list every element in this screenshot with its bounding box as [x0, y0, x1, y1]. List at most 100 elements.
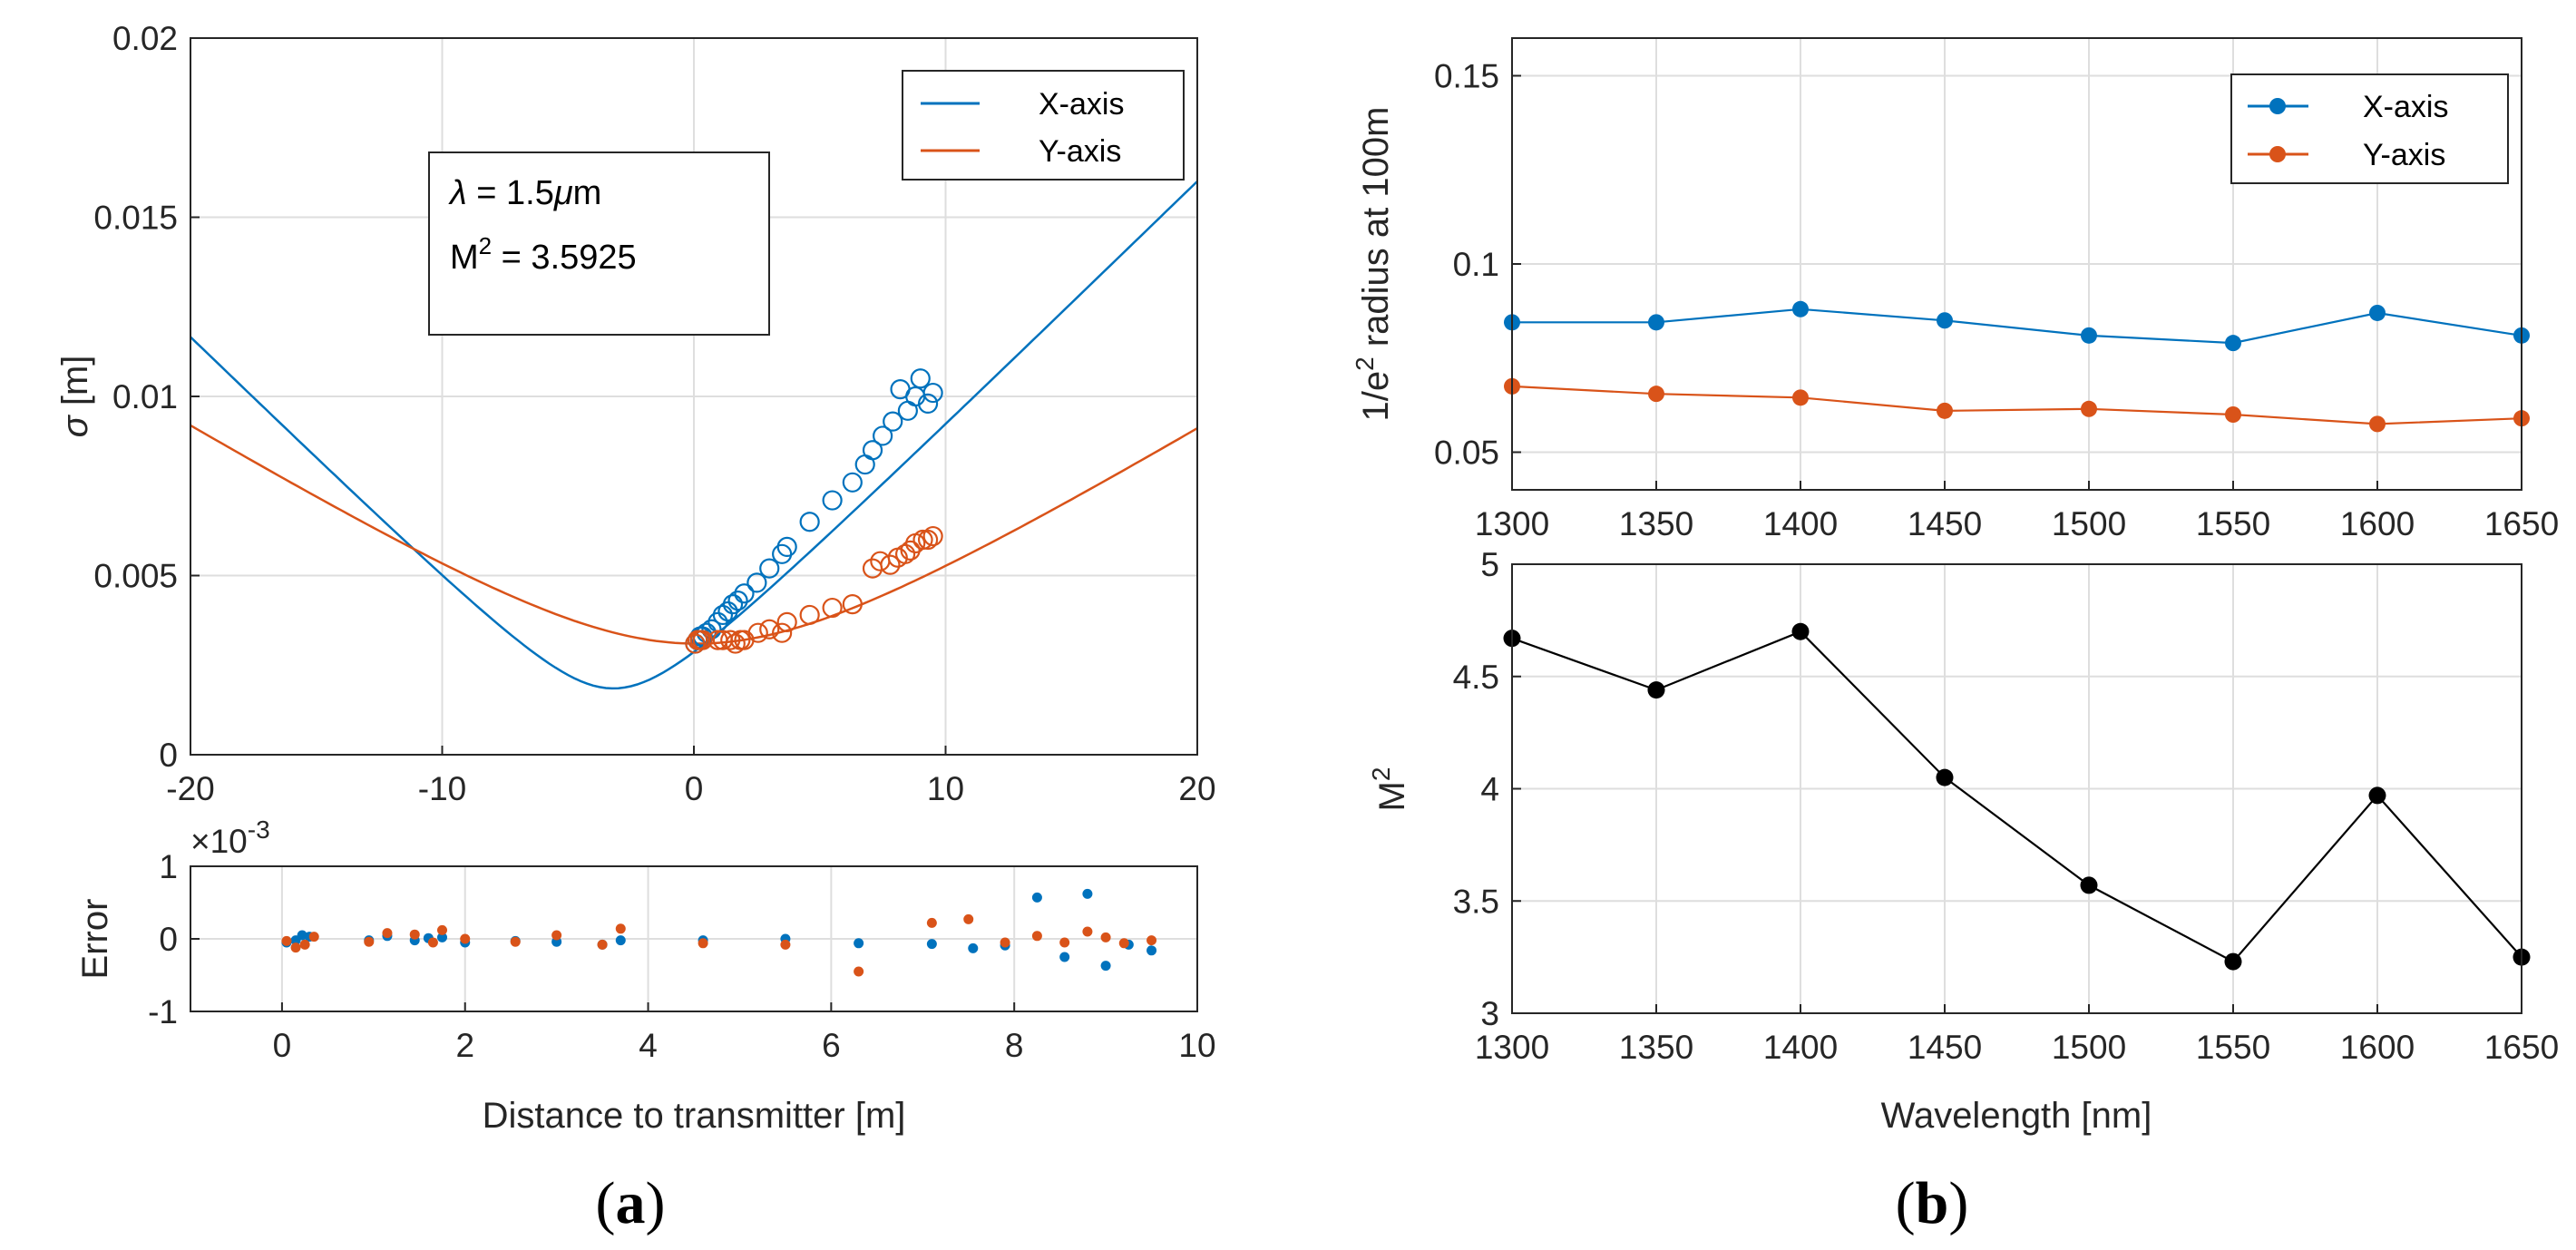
caption-a-close: )	[646, 1170, 666, 1236]
caption-a-open: (	[596, 1170, 616, 1236]
caption-b-open: (	[1896, 1170, 1916, 1236]
measured-point-y-axis	[720, 630, 741, 650]
measured-point-x-axis	[712, 604, 734, 626]
measured-point-x-axis	[883, 411, 903, 432]
x-tick-label: 1550	[2196, 505, 2270, 542]
measured-point-x-axis	[917, 393, 939, 414]
series-marker-y-axis	[2081, 400, 2097, 417]
axis-scale-factor: ×10-3	[190, 815, 270, 860]
error-point-y-axis	[290, 942, 301, 953]
measured-point-y-axis	[822, 597, 843, 619]
y-axis-label-unit: [m]	[55, 356, 95, 406]
x-tick-label: 10	[927, 770, 964, 807]
y-tick-label: 0.005	[93, 558, 178, 595]
series-marker-y-axis	[1648, 386, 1664, 403]
x-tick-label: 1650	[2484, 1029, 2559, 1066]
x-tick-label: 1350	[1619, 505, 1693, 542]
series-marker-m2	[2224, 952, 2242, 971]
measured-point-x-axis	[922, 382, 943, 404]
measured-point-x-axis	[910, 368, 931, 389]
measured-point-x-axis	[854, 454, 875, 475]
grid	[1511, 563, 2522, 1014]
measured-point-x-axis	[822, 490, 843, 511]
x-tick-label: 4	[639, 1027, 658, 1064]
panel-b-top-chart: 1300 1350 1400 1450 1500 1550 1600 1650 0.05 0.1 0…	[1351, 37, 2559, 542]
series-marker-x-axis	[1648, 314, 1664, 331]
series-marker-y-axis	[2369, 415, 2386, 433]
series-marker-x-axis	[2081, 327, 2097, 344]
x-tick-label: -20	[166, 770, 214, 807]
y-label-pre: 1/e	[1356, 371, 1396, 422]
measured-point-y-axis	[759, 619, 780, 640]
measured-point-y-axis	[776, 611, 797, 632]
error-point-x-axis	[437, 932, 447, 942]
y-label-exponent: 2	[1351, 356, 1379, 371]
error-point-y-axis	[1000, 937, 1010, 948]
y-tick-label: 3.5	[1453, 883, 1499, 920]
y-tick-label: 0.02	[112, 20, 178, 57]
measured-point-y-axis	[894, 543, 916, 564]
y-tick-label: 0	[159, 737, 178, 774]
x-tick-label: 1300	[1475, 505, 1549, 542]
series-marker-m2	[2368, 786, 2386, 805]
x-tick-label: 1300	[1475, 1029, 1549, 1066]
measured-points	[685, 368, 943, 654]
annotation-m2: M2 = 3.5925	[450, 232, 637, 277]
error-point-y-axis	[510, 936, 521, 947]
legend-frame	[902, 70, 1185, 181]
measured-point-y-axis	[747, 622, 768, 643]
x-tick-label: 8	[1005, 1027, 1024, 1064]
x-tick-label: 1400	[1763, 1029, 1838, 1066]
measured-point-x-axis	[727, 591, 748, 611]
measured-point-y-axis	[917, 529, 939, 551]
error-point-y-axis	[460, 933, 471, 944]
series-line-y-axis	[1511, 385, 2522, 425]
m2-base: M	[450, 239, 479, 277]
error-point-y-axis	[364, 936, 375, 947]
error-point-y-axis	[780, 939, 791, 950]
panel-a-top-chart: -20 -10 0 10 20 0 0.005 0.01 0.015 0.02 σ [m] λ =…	[55, 20, 1216, 807]
y-tick-label: 5	[1480, 546, 1499, 583]
error-point-y-axis	[1059, 937, 1070, 948]
error-point-x-axis	[1082, 888, 1093, 899]
measured-point-x-axis	[722, 593, 744, 615]
x-tick-label: 1400	[1763, 505, 1838, 542]
series-marker-x-axis	[2369, 304, 2386, 321]
legend: X-axis Y-axis	[2230, 73, 2509, 184]
x-tick-label: 1500	[2052, 505, 2126, 542]
y-tick-label: 0.015	[93, 200, 178, 237]
series-marker-y-axis	[2225, 406, 2241, 423]
measured-point-y-axis	[725, 633, 746, 654]
y-tick-label: 0	[159, 921, 178, 958]
m2-value: = 3.5925	[492, 239, 637, 277]
scale-base: ×10	[190, 823, 248, 860]
measured-point-x-axis	[734, 583, 755, 604]
series-marker-y-axis	[1792, 389, 1809, 406]
series-line-m2	[1511, 630, 2522, 963]
error-point-y-axis	[1147, 935, 1157, 946]
x-tick-label: -10	[418, 770, 466, 807]
series-marker-m2	[1791, 622, 1810, 640]
error-point-y-axis	[308, 932, 319, 942]
x-tick-label: 1450	[1908, 505, 1982, 542]
error-point-y-axis	[1082, 926, 1093, 937]
error-point-x-axis	[1100, 961, 1111, 972]
m2-exponent: 2	[479, 232, 492, 259]
y-tick-label: 4.5	[1453, 659, 1499, 696]
y-axis-label: 1/e2 radius at 100m	[1351, 107, 1396, 422]
error-point-y-axis	[1031, 931, 1042, 942]
annotation-frame	[428, 151, 770, 336]
error-point-y-axis	[281, 935, 292, 946]
y-axis-label: σ [m]	[55, 356, 95, 438]
error-point-y-axis	[427, 937, 438, 948]
x-tick-label: 6	[822, 1027, 841, 1064]
caption-a-letter: a	[616, 1170, 646, 1236]
lambda-symbol: λ	[448, 174, 467, 212]
y-axis-label: M2	[1367, 767, 1412, 812]
legend-frame	[2230, 73, 2509, 184]
tick-labels: 0 2 4 6 8 10 -1 0 1	[148, 848, 1215, 1064]
error-point-y-axis	[1100, 932, 1111, 942]
measured-point-y-axis	[912, 529, 933, 551]
error-point-y-axis	[1118, 938, 1129, 949]
